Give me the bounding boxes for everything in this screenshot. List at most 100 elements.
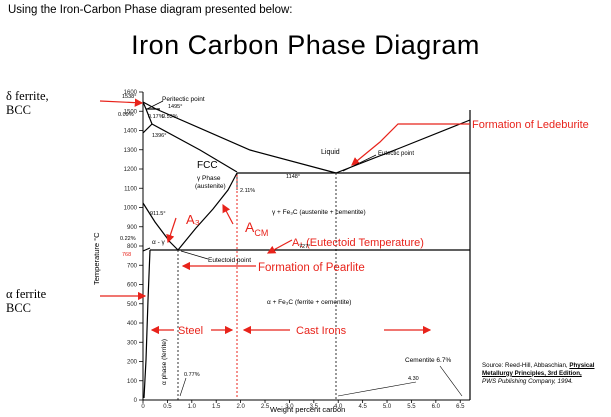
y-tick-label: 200 [127,360,138,366]
alpha-ferrite-line1: α ferrite [6,287,47,301]
y-tick-label: 1000 [124,206,138,212]
delta-solidus [142,101,153,125]
acm-arrow [222,203,234,225]
c430-label: 4.30 [408,376,419,382]
x-tick-label: 2.0 [236,404,245,410]
x-tick-label: 0.5 [163,404,172,410]
c022-label: 0.22% [120,236,136,242]
acm-label: ACM [245,219,268,238]
steel-label: Steel [178,325,203,337]
y-tick-label: 1600 [124,90,138,96]
c430-leader [337,381,417,397]
acm-sub: CM [254,228,268,238]
y-tick-label: 600 [127,283,138,289]
y-tick-group: 1600150014001300120011001000900800700600… [124,90,143,404]
t1495-label: 1495° [168,104,182,110]
c009-label: 0.09% [118,112,134,118]
t9115-label: 911.5° [150,211,166,217]
source-line1-bold: Physical [569,362,595,369]
x-tick-label: 5.0 [383,404,392,410]
alpha-gamma-label: α - γ [152,239,166,246]
x-tick-label: 6.5 [456,404,465,410]
acm-line [177,172,238,251]
delta-ferrite-label: δ ferrite, BCC [6,89,49,118]
peritectic-label: Peritectic point [162,96,205,103]
header-instruction: Using the Iron-Carbon Phase diagram pres… [8,4,293,16]
a3-line [142,202,179,251]
alpha-ferrite-label: α ferrite BCC [6,287,47,316]
a3-arrow [166,217,177,244]
c211-label: 2.11% [240,188,255,194]
delta-ferrite-line2: BCC [6,102,32,117]
t1538-label: 1538° [122,94,136,100]
x-tick-label: 0 [141,404,145,410]
a1-arrow [266,239,293,254]
small-annotations: Peritectic point 1495° 1538° 0.09% 0.17%… [118,94,419,382]
peritectic-leader [146,100,164,110]
y-tick-label: 800 [127,244,138,250]
liquid-label: Liquid [321,149,340,156]
x-tick-label: 4.0 [334,404,343,410]
fcc-label: FCC [197,160,218,171]
eutectoid-label: Eutectoid point [208,257,251,264]
y-axis-label: Temperature °C [92,232,101,285]
a1-label: A₁ (Eutectoid Temperature) [292,237,424,249]
ferrite-solvus [143,249,151,399]
x-tick-label: 5.5 [407,404,416,410]
y-tick-label: 300 [127,340,138,346]
source-line2: Metallurgy Principles, 3rd Edition, [482,369,582,377]
y-tick-label: 400 [127,321,138,327]
y-tick-label: 1200 [124,167,138,173]
c077-label: 0.77% [184,372,200,378]
x-tick-group: 0 0.5 1.0 1.5 2.0 2.5 3.0 3.5 4.0 4.5 5.0 5.5 6.0 6.5 [141,400,465,410]
phase-boundaries [142,101,471,400]
y-tick-label: 1500 [124,109,138,115]
y-tick-label: 1300 [124,148,138,154]
solidus [151,123,238,173]
ledeburite-label: Formation of Ledeburite [472,119,589,131]
c017-label: 0.17% [148,114,164,120]
acm-main: A [245,219,255,235]
eutectic-leader [342,154,377,172]
gamma-cementite-label: γ + Fe₃C (austenite + cementite) [272,209,366,216]
y-tick-label: 100 [127,379,138,385]
cementite-label: Cementite 6.7% [405,357,451,364]
x-tick-label: 1.0 [188,404,197,410]
c053-label: 0.53% [162,114,178,120]
x-tick-label: 6.0 [432,404,441,410]
leader-lines [146,100,377,260]
y-tick-label: 900 [127,225,138,231]
t727-label: 727° [299,244,310,250]
liquidus-right [335,119,471,174]
x-tick-label: 2.5 [261,404,270,410]
x-tick-label: 1.5 [212,404,221,410]
eutectic-label: Eutectic point [378,151,414,157]
source-line1-prefix: Source: Reed-Hill, Abbaschian, [482,362,570,369]
alpha-solvus-top [142,247,151,252]
x-tick-label: 4.5 [358,404,367,410]
y-tick-label: 1100 [124,186,138,192]
t1396-label: 1396° [152,133,166,139]
delta-ferrite-arrow [99,98,144,107]
cast-irons-label: Cast Irons [296,325,347,337]
guide-lines [177,173,337,400]
y-tick-label: 1400 [124,129,138,135]
y-tick-label: 0 [134,398,138,404]
source-line3: PWS Publishing Company, 1994. [482,377,574,385]
x-axis-label: Weight percent carbon [270,405,345,414]
y-tick-label: 500 [127,302,138,308]
alpha-phase-label: α phase (ferrite) [161,339,168,385]
eutectoid-leader [180,250,209,260]
t1148-label: 1148° [286,174,300,180]
liquidus-left [155,108,337,174]
delta-gamma-boundary [142,123,153,134]
gamma-phase-label: γ Phase [197,175,221,182]
austenite-label: (austenite) [195,183,226,190]
delta-liquidus [142,101,157,110]
a3-label: A₃ [186,212,200,227]
t768-label: 768 [122,252,131,258]
pearlite-label: Formation of Pearlite [258,262,365,274]
cementite-leader [439,365,463,397]
y-tick-label: 700 [127,263,138,269]
